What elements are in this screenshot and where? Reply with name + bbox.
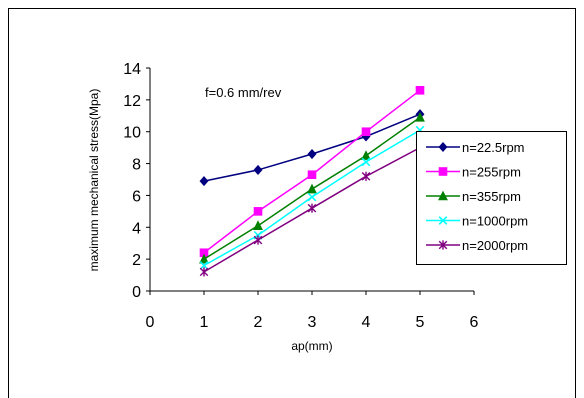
series-1 <box>199 86 425 258</box>
y-tick-label: 0 <box>132 284 141 301</box>
legend-marker <box>438 190 448 201</box>
y-tick-label: 14 <box>123 61 141 78</box>
x-tick-label: 5 <box>416 314 425 331</box>
x-axis-label: ap(mm) <box>291 339 332 353</box>
legend-label: n=22.5rpm <box>462 140 525 155</box>
legend-marker <box>438 240 448 250</box>
data-point <box>307 183 317 194</box>
data-point <box>361 127 371 137</box>
y-tick-label: 2 <box>132 252 141 269</box>
x-tick-label: 4 <box>362 314 371 331</box>
data-point <box>415 111 425 122</box>
data-point <box>361 150 371 160</box>
y-tick-label: 12 <box>123 93 141 110</box>
data-point <box>253 235 263 245</box>
data-point <box>307 192 317 202</box>
legend-item: n=255rpm <box>426 165 521 180</box>
legend-item: n=22.5rpm <box>426 140 525 155</box>
feed-rate-annotation: f=0.6 mm/rev <box>205 85 282 100</box>
data-point <box>199 267 209 277</box>
x-tick-label: 6 <box>470 314 479 331</box>
legend-label: n=255rpm <box>462 165 521 180</box>
legend-marker <box>438 141 448 153</box>
legend-item: n=355rpm <box>426 189 521 204</box>
plot-series <box>199 86 425 277</box>
data-point <box>253 164 263 175</box>
data-point <box>199 176 209 187</box>
legend-marker <box>438 167 448 176</box>
legend-label: n=2000rpm <box>462 238 528 253</box>
series-2 <box>199 111 425 264</box>
y-axis-label: maximum mechanical stress(Mpa) <box>87 89 101 272</box>
data-point <box>307 170 317 180</box>
data-point <box>361 171 371 181</box>
data-point <box>253 220 263 230</box>
y-tick-label: 10 <box>123 125 141 142</box>
x-ticks: 0 1 2 3 4 5 6 <box>146 291 479 331</box>
legend-marker <box>438 216 448 225</box>
x-tick-label: 1 <box>200 314 209 331</box>
legend: n=22.5rpm n=255rpm n=355rpm n=1000rpm n=2000… <box>416 131 567 265</box>
y-tick-label: 6 <box>132 188 141 205</box>
data-point <box>415 86 425 95</box>
data-point <box>361 157 371 167</box>
data-point <box>253 207 263 216</box>
data-point <box>307 203 317 213</box>
legend-item: n=1000rpm <box>426 214 528 229</box>
legend-label: n=1000rpm <box>462 214 528 229</box>
x-tick-label: 0 <box>146 314 155 331</box>
data-point <box>307 148 317 160</box>
x-tick-label: 2 <box>254 314 263 331</box>
legend-item: n=2000rpm <box>426 238 528 253</box>
y-tick-label: 8 <box>132 157 141 174</box>
data-point <box>199 253 209 264</box>
x-tick-label: 3 <box>308 314 317 331</box>
y-tick-label: 4 <box>132 220 141 237</box>
data-point <box>199 261 209 270</box>
legend-label: n=355rpm <box>462 189 521 204</box>
y-ticks: 0 2 4 6 8 10 12 14 <box>123 61 150 301</box>
